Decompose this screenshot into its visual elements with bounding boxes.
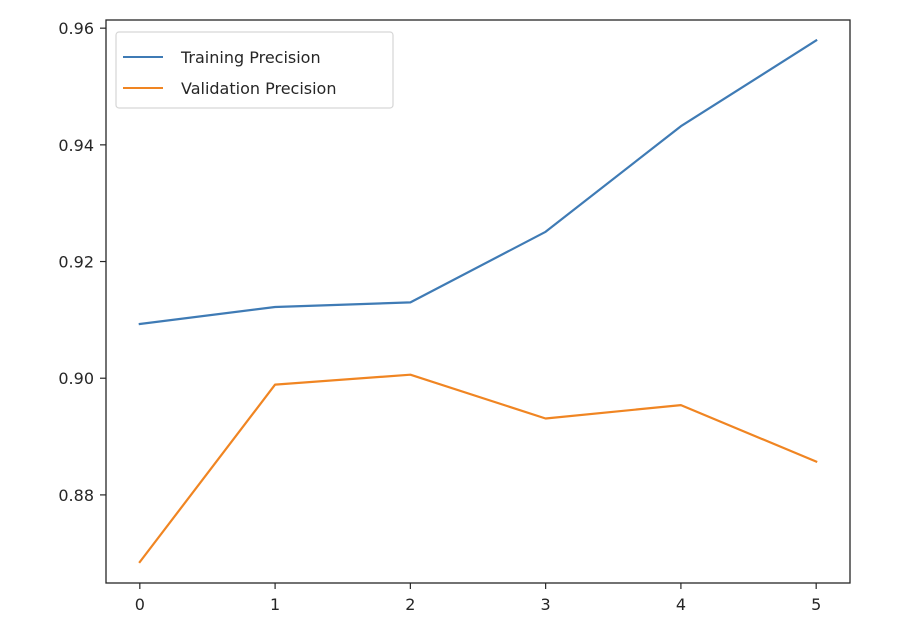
x-tick-label: 2 — [405, 595, 415, 614]
legend-label-training: Training Precision — [180, 48, 321, 67]
x-tick-label: 0 — [135, 595, 145, 614]
x-tick-label: 4 — [676, 595, 686, 614]
x-axis: 0 1 2 3 4 5 — [135, 583, 821, 614]
series-line-1 — [138, 373, 818, 564]
legend-box — [115, 31, 394, 109]
x-tick-label: 5 — [811, 595, 821, 614]
y-axis: 0.88 0.90 0.92 0.94 0.96 — [58, 19, 106, 505]
y-tick-label: 0.92 — [58, 253, 94, 272]
x-tick-label: 1 — [270, 595, 280, 614]
y-tick-label: 0.96 — [58, 19, 94, 38]
y-tick-label: 0.90 — [58, 369, 94, 388]
x-tick-label: 3 — [541, 595, 551, 614]
y-tick-label: 0.94 — [58, 136, 94, 155]
plot-frame — [105, 19, 851, 584]
series-line-0 — [138, 38, 818, 326]
legend: Training Precision Validation Precision — [115, 31, 394, 109]
legend-label-validation: Validation Precision — [181, 79, 336, 98]
series-lines — [138, 38, 818, 564]
y-tick-label: 0.88 — [58, 486, 94, 505]
